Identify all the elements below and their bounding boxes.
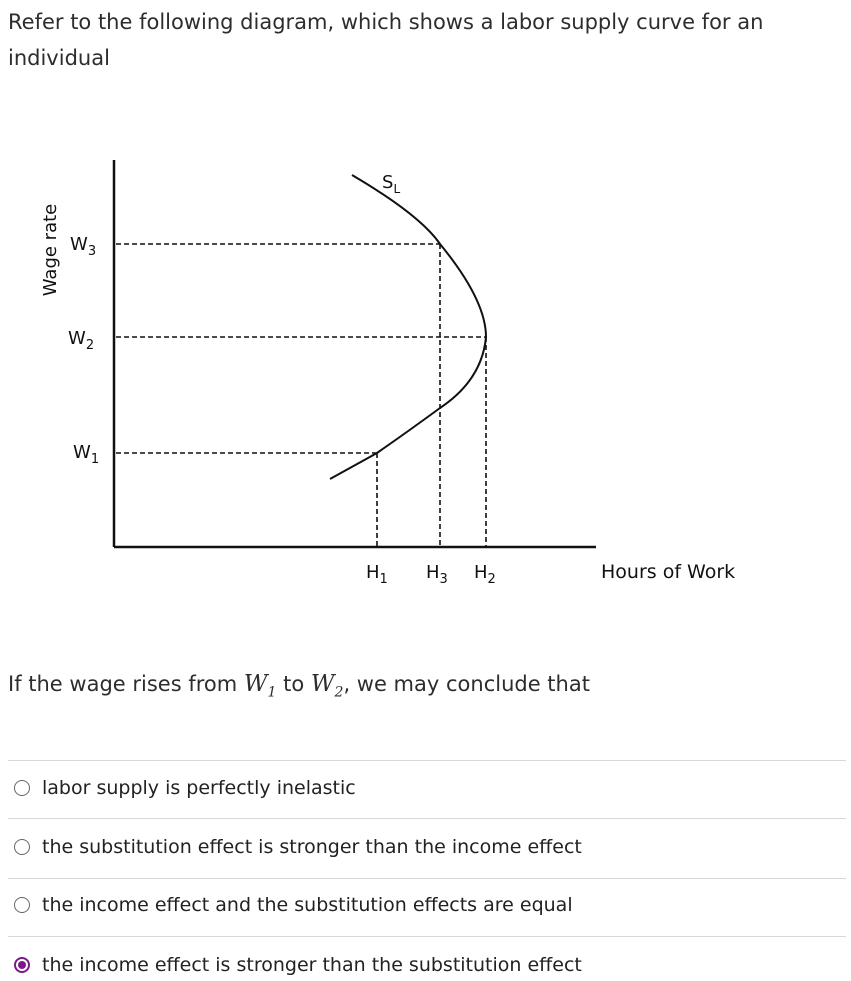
option-label: the substitution effect is stronger than… <box>42 836 582 858</box>
divider <box>8 936 846 937</box>
var-to: W2 <box>310 671 344 701</box>
question-intro: Refer to the following diagram, which sh… <box>8 4 828 76</box>
divider <box>8 818 846 819</box>
h3-label: H3 <box>426 562 448 587</box>
option-4[interactable]: the income effect is stronger than the s… <box>14 950 582 980</box>
divider <box>8 760 846 761</box>
radio-button[interactable] <box>14 897 30 913</box>
radio-button-selected[interactable] <box>14 957 30 973</box>
y-axis-label: Wage rate <box>40 204 61 296</box>
radio-button[interactable] <box>14 780 30 796</box>
option-label: the income effect is stronger than the s… <box>42 954 582 976</box>
curve-label: SL <box>382 172 400 196</box>
question-suffix: , we may conclude that <box>343 672 590 696</box>
radio-button[interactable] <box>14 839 30 855</box>
h2-label: H2 <box>474 562 496 587</box>
option-label: the income effect and the substitution e… <box>42 894 573 916</box>
question-text: If the wage rises from W1 to W2, we may … <box>8 671 590 701</box>
w2-label: W2 <box>68 328 94 353</box>
divider <box>8 878 846 879</box>
intro-text: Refer to the following diagram, which sh… <box>8 10 764 70</box>
var-from: W1 <box>243 671 277 701</box>
question-prefix: If the wage rises from <box>8 672 244 696</box>
w3-label: W3 <box>70 234 96 259</box>
option-label: labor supply is perfectly inelastic <box>42 777 356 799</box>
option-2[interactable]: the substitution effect is stronger than… <box>14 832 582 862</box>
supply-curve <box>329 174 488 480</box>
question-mid: to <box>276 672 311 696</box>
option-1[interactable]: labor supply is perfectly inelastic <box>14 773 356 803</box>
labor-supply-diagram: SL Wage rate W3 W2 W1 H1 H3 H2 Hours of … <box>40 160 735 587</box>
option-3[interactable]: the income effect and the substitution e… <box>14 890 573 920</box>
x-axis-label: Hours of Work <box>601 561 735 583</box>
w1-label: W1 <box>73 442 99 467</box>
h1-label: H1 <box>366 562 388 587</box>
